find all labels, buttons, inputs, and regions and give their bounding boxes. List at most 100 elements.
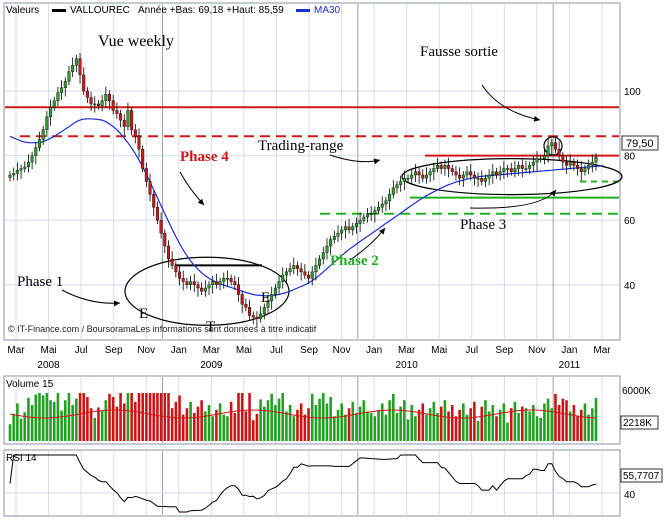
candle	[439, 161, 443, 175]
x-tick-label: Jul	[270, 345, 283, 356]
candle-body	[454, 171, 458, 176]
arrow-fausse-sortie	[481, 84, 541, 122]
volume-bar	[321, 393, 325, 441]
volume-bar	[218, 403, 222, 441]
volume-bar	[550, 408, 554, 441]
candle	[509, 162, 513, 176]
ma-swatch	[296, 9, 310, 12]
candle	[189, 275, 193, 291]
candle-body	[447, 165, 451, 169]
candle-body	[119, 113, 123, 121]
candle-body	[502, 168, 506, 172]
candle-body	[336, 232, 340, 237]
candle-body	[572, 161, 576, 166]
candle	[152, 190, 156, 217]
header-values-label: Valeurs	[6, 5, 39, 16]
candle-body	[152, 194, 156, 208]
header-ma-label: MA30	[314, 5, 341, 16]
volume-bar	[513, 401, 517, 441]
candle-body	[590, 161, 594, 166]
candle	[111, 94, 115, 115]
candle	[130, 106, 134, 136]
candle-body	[406, 178, 410, 180]
volume-bar	[181, 414, 185, 441]
volume-bar	[237, 393, 240, 441]
candle	[557, 141, 561, 162]
candle	[104, 86, 108, 108]
volume-bar	[447, 411, 450, 441]
candle-body	[19, 168, 23, 171]
volume-bar	[421, 403, 425, 441]
volume-bar	[579, 409, 583, 441]
volume-bar	[130, 393, 133, 441]
candle	[78, 52, 82, 84]
candle-body	[377, 207, 381, 211]
candle	[384, 196, 388, 212]
candle	[351, 222, 355, 236]
candle	[528, 161, 532, 175]
rsi-panel	[3, 449, 621, 517]
candle-body	[259, 313, 263, 319]
volume-bar	[196, 406, 200, 441]
candle	[373, 206, 377, 223]
candle	[329, 235, 333, 255]
candle-body	[144, 168, 148, 182]
candle	[196, 280, 200, 297]
volume-bar	[439, 406, 443, 441]
candle-body	[413, 171, 417, 176]
copyright-text: © IT-Finance.com / BoursoramaLes informa…	[8, 324, 317, 334]
volume-bar	[403, 400, 406, 441]
candle	[524, 160, 528, 173]
candle-body	[299, 268, 303, 273]
candle	[366, 207, 369, 223]
volume-bar	[8, 424, 12, 441]
candle	[388, 188, 392, 210]
x-tick-label: Nov	[137, 345, 155, 356]
candle-body	[60, 87, 64, 93]
volume-bar	[377, 409, 380, 441]
volume-bar	[340, 403, 343, 441]
volume-bar	[576, 416, 579, 441]
candle	[60, 80, 64, 100]
volume-bar	[115, 406, 119, 441]
candle-body	[207, 284, 211, 289]
candle-body	[550, 142, 554, 147]
arrow-phase3	[469, 189, 557, 209]
candle-body	[583, 168, 587, 172]
candle-body	[310, 271, 314, 279]
candle	[288, 262, 292, 276]
candle	[421, 169, 425, 183]
candle-body	[498, 171, 502, 176]
volume-last-label: 2218K	[623, 418, 652, 429]
candle-body	[531, 161, 535, 166]
candle	[295, 261, 299, 276]
candle	[26, 154, 30, 173]
volume-bar	[49, 400, 52, 441]
candle-body	[37, 139, 41, 148]
volume-bar	[185, 408, 189, 441]
volume-bar	[561, 398, 565, 441]
volume-bar	[487, 411, 491, 441]
volume-bar	[572, 405, 576, 441]
candle	[108, 90, 111, 110]
volume-bar	[498, 409, 502, 441]
x-tick-label: Jul	[465, 345, 478, 356]
candle	[553, 136, 557, 154]
volume-bar	[388, 400, 391, 441]
candle-body	[255, 316, 259, 319]
volume-bar	[93, 417, 97, 441]
candle-body	[410, 174, 414, 179]
volume-tick-top: 6000K	[622, 386, 651, 397]
candle	[96, 100, 100, 110]
circle-fausse-sortie	[543, 136, 563, 156]
volume-bar	[469, 408, 472, 441]
annotation-phase4: Phase 4	[180, 149, 229, 165]
volume-bar	[462, 403, 465, 441]
candle-body	[321, 252, 325, 260]
candle-body	[318, 258, 322, 266]
candle	[354, 217, 358, 234]
volume-bar	[432, 401, 436, 441]
volume-bar	[296, 409, 299, 441]
candle-body	[137, 136, 141, 150]
